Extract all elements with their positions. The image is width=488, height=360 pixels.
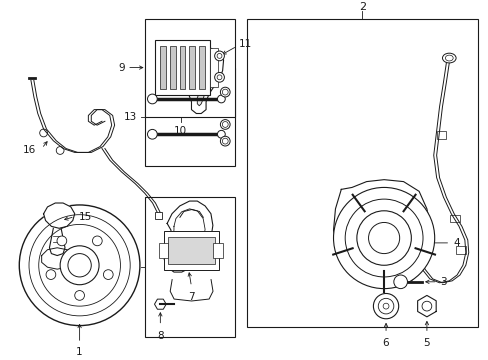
Bar bbox=[144, 68, 235, 166]
Text: 2: 2 bbox=[358, 2, 365, 12]
Bar bbox=[144, 19, 235, 117]
Text: 4: 4 bbox=[452, 238, 459, 248]
Bar bbox=[193, 44, 208, 50]
Circle shape bbox=[220, 120, 230, 129]
Polygon shape bbox=[185, 55, 215, 106]
Bar bbox=[436, 131, 446, 139]
Circle shape bbox=[46, 270, 56, 279]
Bar bbox=[164, 231, 219, 270]
Circle shape bbox=[214, 72, 224, 82]
Text: 6: 6 bbox=[382, 338, 388, 348]
Circle shape bbox=[217, 95, 225, 103]
Text: 8: 8 bbox=[157, 332, 163, 341]
Circle shape bbox=[368, 222, 399, 253]
Polygon shape bbox=[417, 296, 435, 317]
Bar bbox=[158, 243, 168, 258]
Text: 9: 9 bbox=[118, 63, 125, 73]
Bar bbox=[144, 197, 235, 337]
Text: 12: 12 bbox=[157, 77, 170, 87]
Circle shape bbox=[75, 291, 84, 300]
Text: 11: 11 bbox=[239, 39, 252, 49]
Circle shape bbox=[19, 205, 140, 325]
Text: 1: 1 bbox=[76, 347, 83, 357]
Bar bbox=[160, 46, 166, 89]
Bar bbox=[179, 46, 185, 89]
Bar bbox=[449, 215, 459, 222]
Bar bbox=[213, 243, 222, 258]
Circle shape bbox=[147, 94, 157, 104]
Text: 14: 14 bbox=[123, 262, 137, 272]
Bar bbox=[209, 48, 217, 87]
Text: 10: 10 bbox=[174, 126, 187, 136]
Bar bbox=[154, 212, 162, 219]
Circle shape bbox=[103, 270, 113, 279]
Circle shape bbox=[92, 236, 102, 246]
Circle shape bbox=[220, 136, 230, 146]
Polygon shape bbox=[41, 248, 73, 269]
Circle shape bbox=[333, 188, 434, 289]
Bar bbox=[199, 46, 204, 89]
Ellipse shape bbox=[442, 53, 455, 63]
Circle shape bbox=[57, 236, 66, 246]
Text: 3: 3 bbox=[440, 277, 446, 287]
Bar bbox=[169, 46, 175, 89]
Bar bbox=[155, 40, 209, 95]
Polygon shape bbox=[43, 203, 75, 228]
Circle shape bbox=[373, 293, 398, 319]
Bar bbox=[168, 237, 215, 264]
Text: 16: 16 bbox=[22, 145, 36, 156]
Circle shape bbox=[214, 51, 224, 61]
Bar bbox=[455, 246, 465, 253]
Circle shape bbox=[217, 130, 225, 138]
Circle shape bbox=[68, 253, 91, 277]
Circle shape bbox=[147, 129, 157, 139]
Text: 7: 7 bbox=[188, 292, 194, 302]
Text: 15: 15 bbox=[79, 212, 92, 222]
Circle shape bbox=[393, 275, 407, 289]
Circle shape bbox=[356, 211, 410, 265]
Bar bbox=[246, 19, 477, 327]
Polygon shape bbox=[178, 48, 223, 113]
Bar bbox=[189, 46, 195, 89]
Text: 5: 5 bbox=[423, 338, 429, 348]
Polygon shape bbox=[333, 180, 430, 287]
Circle shape bbox=[220, 87, 230, 97]
Text: 13: 13 bbox=[123, 112, 137, 122]
Circle shape bbox=[60, 246, 99, 285]
